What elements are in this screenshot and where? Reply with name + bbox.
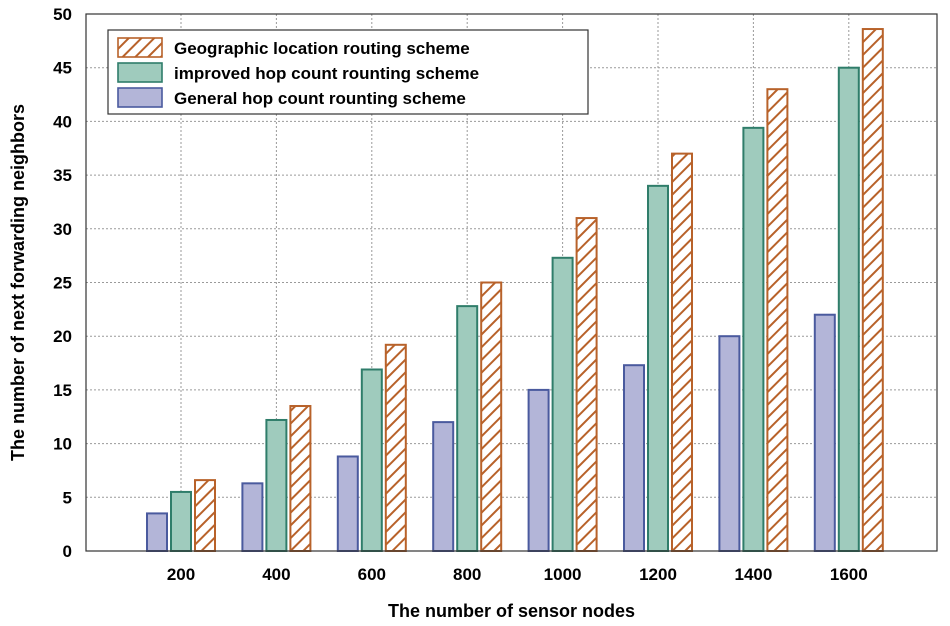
legend-label-general: General hop count rounting scheme <box>174 89 466 108</box>
legend: Geographic location routing scheme improv… <box>107 29 589 115</box>
bar-general-400 <box>241 482 264 553</box>
bar-geographic-400 <box>289 405 312 553</box>
bar-geographic-1400 <box>766 88 789 553</box>
y-tick-label: 5 <box>63 488 72 507</box>
bar-improved-1000 <box>551 256 574 552</box>
y-tick-label: 30 <box>53 220 72 239</box>
legend-box <box>107 29 589 115</box>
bar-general-600 <box>336 455 359 553</box>
bar-improved-1200 <box>647 184 669 552</box>
legend-swatch-geographic <box>117 37 163 58</box>
bar-geographic-1200 <box>671 152 693 552</box>
x-tick-label: 1400 <box>734 565 772 584</box>
bar-geographic-1000 <box>575 217 598 552</box>
y-tick-label: 40 <box>53 112 72 131</box>
bar-general-1400 <box>718 335 741 553</box>
y-ticks: 0 5 10 15 20 25 30 35 40 45 50 <box>53 5 72 561</box>
bar-general-800 <box>432 421 455 552</box>
y-tick-label: 45 <box>53 59 72 78</box>
bar-improved-1400 <box>742 126 765 553</box>
y-axis-title: The number of next forwarding neighbors <box>8 104 28 461</box>
bars <box>146 28 884 553</box>
x-tick-label: 600 <box>358 565 386 584</box>
x-tick-label: 200 <box>167 565 195 584</box>
bar-improved-200 <box>170 490 192 552</box>
bar-geographic-800 <box>480 281 503 552</box>
y-tick-label: 25 <box>53 274 72 293</box>
bar-general-1200 <box>623 364 645 552</box>
x-tick-label: 800 <box>453 565 481 584</box>
y-tick-label: 20 <box>53 327 72 346</box>
x-tick-label: 1600 <box>830 565 868 584</box>
bar-improved-600 <box>360 368 383 552</box>
bar-general-1000 <box>527 388 550 552</box>
legend-swatch-improved <box>117 62 163 83</box>
x-tick-label: 1000 <box>544 565 582 584</box>
y-tick-label: 50 <box>53 5 72 24</box>
bar-general-200 <box>146 512 168 552</box>
x-axis-title: The number of sensor nodes <box>388 601 635 621</box>
bar-general-1600 <box>813 313 836 552</box>
y-tick-label: 0 <box>63 542 72 561</box>
bar-geographic-200 <box>194 479 216 552</box>
x-tick-label: 400 <box>262 565 290 584</box>
bar-geographic-1600 <box>861 28 884 552</box>
legend-label-geographic: Geographic location routing scheme <box>174 39 470 58</box>
y-tick-label: 10 <box>53 435 72 454</box>
bar-improved-1600 <box>837 66 860 552</box>
y-tick-label: 35 <box>53 166 72 185</box>
bar-improved-800 <box>456 305 479 552</box>
x-tick-label: 1200 <box>639 565 677 584</box>
y-tick-label: 15 <box>53 381 72 400</box>
x-ticks: 200 400 600 800 1000 1200 1400 1600 <box>167 565 868 584</box>
plot-frame <box>85 13 938 552</box>
legend-label-improved: improved hop count rounting scheme <box>174 64 479 83</box>
bar-improved-400 <box>265 418 288 552</box>
legend-swatch-general <box>117 87 163 108</box>
bar-geographic-600 <box>384 343 407 552</box>
